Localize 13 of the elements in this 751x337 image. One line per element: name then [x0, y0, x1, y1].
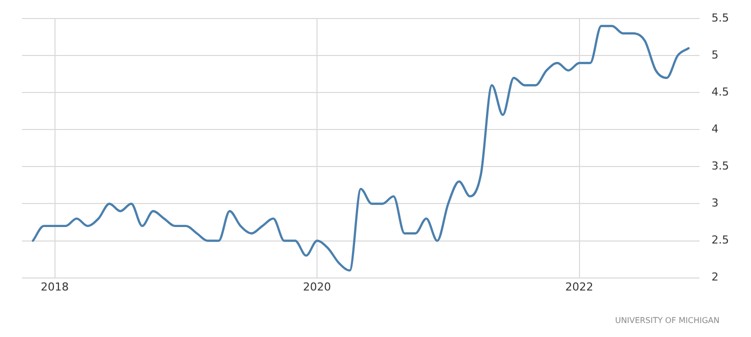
y-tick-label: 2	[712, 270, 719, 284]
y-tick-label: 3.5	[712, 160, 730, 173]
x-tick-label: 2022	[565, 280, 594, 294]
line-series	[32, 24, 690, 272]
y-tick-label: 2.5	[712, 234, 730, 247]
x-tick-label: 2020	[303, 280, 332, 294]
y-tick-label: 5	[712, 48, 719, 62]
y-tick-label: 5.5	[712, 11, 730, 24]
y-tick-label: 4.5	[712, 86, 730, 99]
text: UNIVERSITY OF MICHIGAN	[615, 316, 720, 326]
y-tick-label: 4	[712, 122, 719, 136]
y-tick-label: 3	[712, 196, 719, 210]
x-tick-label: 2018	[40, 280, 69, 294]
